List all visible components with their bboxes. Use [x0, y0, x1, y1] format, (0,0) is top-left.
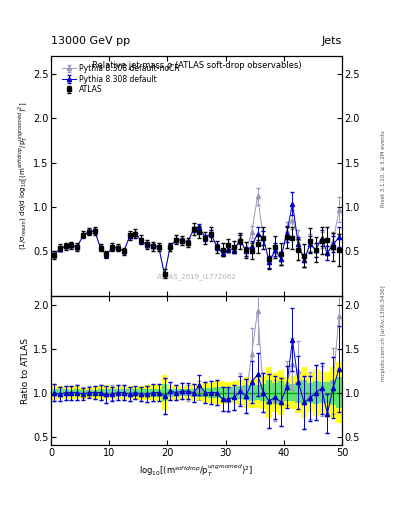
X-axis label: log$_{10}$[(m$^{soft drop}$/p$_T^{ungroomed}$)$^2$]: log$_{10}$[(m$^{soft drop}$/p$_T^{ungroo… — [140, 462, 253, 479]
Text: 13000 GeV pp: 13000 GeV pp — [51, 35, 130, 46]
Text: Relative jet mass ρ (ATLAS soft-drop observables): Relative jet mass ρ (ATLAS soft-drop obs… — [92, 61, 301, 70]
Legend: Pythia 8.308 default-noCR, Pythia 8.308 default, ATLAS: Pythia 8.308 default-noCR, Pythia 8.308 … — [61, 62, 181, 96]
Y-axis label: Ratio to ATLAS: Ratio to ATLAS — [21, 337, 30, 403]
Y-axis label: (1/σ$_{resum}$) dσ/d log$_{10}$[(m$^{soft drop}$/p$_T^{ungroomed}$)$^2$]: (1/σ$_{resum}$) dσ/d log$_{10}$[(m$^{sof… — [17, 102, 30, 250]
Text: mcplots.cern.ch [arXiv:1306.3436]: mcplots.cern.ch [arXiv:1306.3436] — [381, 285, 386, 380]
Text: Rivet 3.1.10, ≥ 3.2M events: Rivet 3.1.10, ≥ 3.2M events — [381, 131, 386, 207]
Text: Jets: Jets — [321, 35, 342, 46]
Text: ATLAS_2019_I1772062: ATLAS_2019_I1772062 — [157, 273, 236, 280]
